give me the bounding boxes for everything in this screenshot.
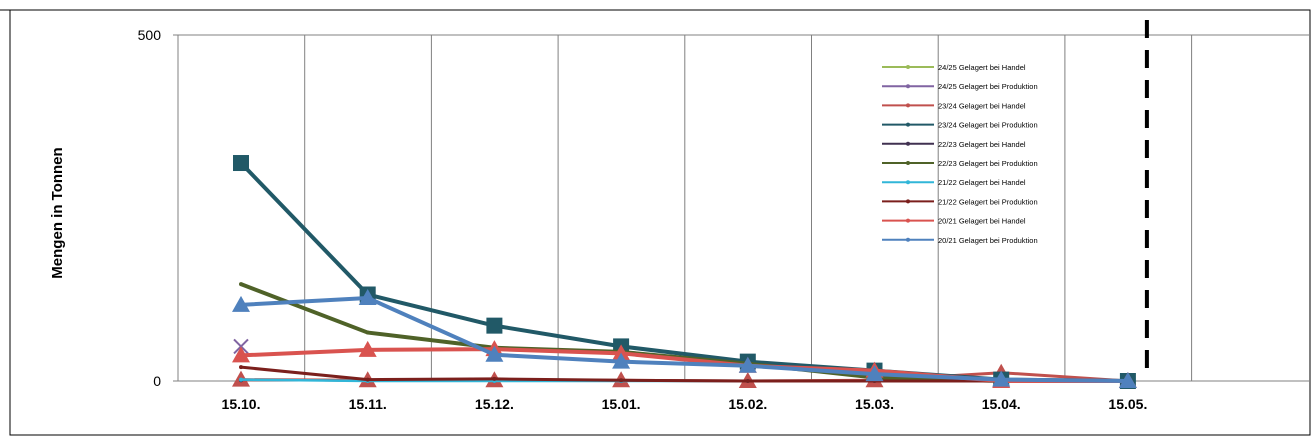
- legend-label: 21/22 Gelagert bei Produktion: [938, 197, 1038, 206]
- data-point: [233, 155, 249, 172]
- data-point: [745, 379, 750, 383]
- data-point: [992, 370, 1011, 387]
- legend-item: 20/21 Gelagert bei Handel: [882, 217, 1026, 226]
- x-tick-label: 15.12.: [475, 396, 514, 412]
- legend-swatch-marker: [906, 103, 910, 108]
- series-layer: [232, 155, 1137, 389]
- legend-swatch-marker: [906, 161, 910, 165]
- legend-item: 23/24 Gelagert bei Produktion: [882, 121, 1038, 130]
- data-point: [358, 340, 377, 357]
- y-axis-title: Mengen in Tonnen: [49, 147, 66, 278]
- legend-label: 24/25 Gelagert bei Handel: [938, 63, 1026, 72]
- x-tick-label: 15.11.: [349, 396, 387, 412]
- legend-item: 22/23 Gelagert bei Produktion: [882, 159, 1038, 168]
- data-point: [232, 346, 250, 363]
- series-9: [232, 288, 1137, 388]
- x-tick-label: 15.04.: [982, 396, 1021, 412]
- grid-layer: [177, 35, 1193, 381]
- x-tick-label: 15.03.: [855, 396, 894, 412]
- data-point: [1118, 372, 1137, 388]
- legend-swatch-marker: [906, 180, 910, 185]
- x-tick-label: 15.01.: [602, 396, 641, 412]
- chart-frame: [9, 9, 1311, 436]
- x-tick-label: 15.10.: [222, 396, 261, 412]
- legend-swatch-marker: [906, 199, 910, 204]
- data-point: [738, 356, 757, 373]
- legend-item: 21/22 Gelagert bei Handel: [882, 178, 1026, 187]
- legend-label: 20/21 Gelagert bei Handel: [938, 217, 1026, 226]
- x-tick-label: 15.02.: [728, 396, 767, 412]
- x-tick-label: 15.05.: [1108, 396, 1147, 412]
- legend: 24/25 Gelagert bei Handel 24/25 Gelagert …: [882, 63, 1038, 245]
- legend-label: 23/24 Gelagert bei Produktion: [938, 121, 1038, 130]
- data-point: [612, 352, 631, 369]
- data-point: [358, 288, 377, 305]
- legend-swatch-marker: [906, 84, 910, 89]
- data-point: [485, 345, 504, 362]
- y-tick-label: 500: [138, 27, 162, 43]
- data-point: [865, 365, 884, 382]
- legend-label: 21/22 Gelagert bei Handel: [938, 178, 1026, 187]
- legend-swatch-marker: [906, 122, 910, 127]
- series-line: [240, 295, 1128, 383]
- data-point: [232, 295, 250, 312]
- data-point: [619, 378, 624, 383]
- legend-label: 20/21 Gelagert bei Produktion: [938, 236, 1038, 245]
- legend-label: 23/24 Gelagert bei Handel: [938, 101, 1026, 110]
- legend-item: 24/25 Gelagert bei Produktion: [882, 82, 1038, 91]
- legend-swatch-marker: [906, 218, 910, 223]
- legend-label: 24/25 Gelagert bei Produktion: [938, 82, 1038, 91]
- legend-item: 20/21 Gelagert bei Produktion: [882, 236, 1038, 245]
- legend-item: 24/25 Gelagert bei Handel: [882, 63, 1026, 72]
- legend-swatch-marker: [906, 141, 910, 146]
- data-point: [365, 377, 370, 382]
- y-tick-label: 0: [153, 373, 161, 389]
- data-point: [239, 365, 243, 370]
- legend-item: 22/23 Gelagert bei Handel: [882, 140, 1026, 149]
- data-point: [492, 376, 497, 381]
- legend-label: 22/23 Gelagert bei Produktion: [938, 159, 1038, 168]
- data-point: [486, 317, 503, 334]
- legend-item: 21/22 Gelagert bei Produktion: [882, 197, 1038, 206]
- data-point: [612, 344, 631, 361]
- legend-label: 22/23 Gelagert bei Handel: [938, 140, 1026, 149]
- legend-item: 23/24 Gelagert bei Handel: [882, 101, 1026, 110]
- data-point: [239, 377, 243, 382]
- legend-swatch-marker: [906, 237, 910, 242]
- legend-swatch-marker: [906, 65, 910, 69]
- data-point: [365, 330, 370, 335]
- data-point: [239, 282, 243, 287]
